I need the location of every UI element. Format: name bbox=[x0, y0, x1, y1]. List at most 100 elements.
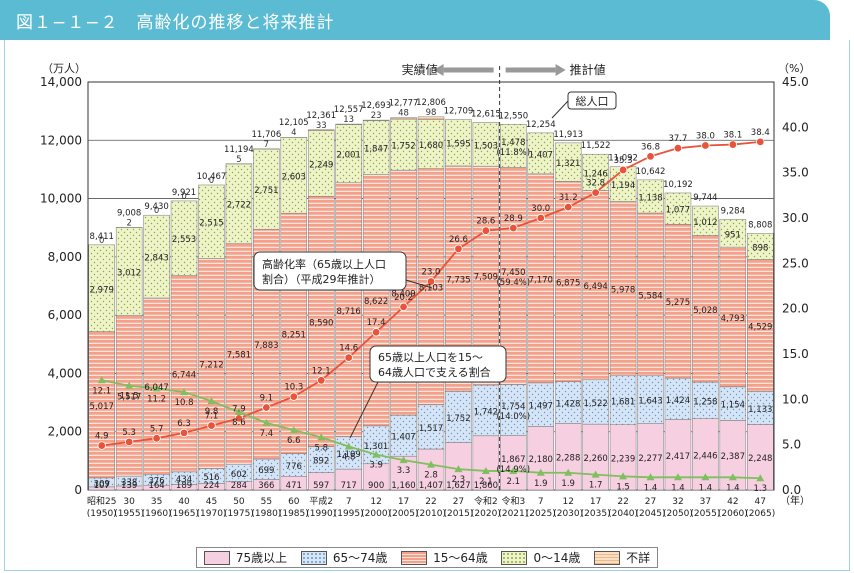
aging-rate-label: 38.0 bbox=[696, 131, 715, 141]
bar-segment-0-14 bbox=[335, 124, 362, 184]
bar-value-label: 376 bbox=[148, 477, 164, 487]
bar-value-label: 1,154 bbox=[721, 401, 745, 411]
legend-label-65-74: 65〜74歳 bbox=[332, 551, 388, 565]
category-year-label: (1990) bbox=[306, 509, 336, 519]
bar-segment-15-64 bbox=[225, 242, 253, 465]
bar-segment-65-74 bbox=[554, 381, 582, 424]
category-label: 50 bbox=[233, 497, 245, 507]
bar-total-label: 12,693 bbox=[361, 101, 391, 111]
aging-rate-callout-box bbox=[253, 251, 407, 291]
bar-value-label: 7,170 bbox=[529, 275, 553, 285]
category-label: 12 bbox=[370, 497, 381, 507]
support-ratio-point bbox=[234, 408, 243, 416]
support-ratio-point bbox=[509, 466, 518, 474]
category-year-label: (2000) bbox=[361, 509, 391, 519]
bar-value-label: 0 bbox=[181, 192, 186, 202]
aging-rate-label: 23.0 bbox=[422, 267, 441, 277]
bar-value-label: 5,584 bbox=[638, 291, 662, 301]
bar-total-label: 12,806 bbox=[416, 98, 446, 108]
aging-rate-point bbox=[646, 152, 655, 161]
bar-value-label: 1,428 bbox=[556, 400, 580, 410]
support-ratio-label: 1.9 bbox=[561, 479, 575, 489]
bar-total-label: 12,557 bbox=[334, 105, 364, 115]
aging-rate-label: 28.9 bbox=[504, 214, 523, 224]
bar-value-label: 8,622 bbox=[364, 297, 388, 307]
support-ratio-label: 12.1 bbox=[92, 386, 111, 396]
bar-value-label: 2,249 bbox=[309, 160, 333, 170]
legend-item-0-14: 0〜14歳 bbox=[501, 549, 580, 566]
bar-value-label: 717 bbox=[341, 481, 357, 491]
category-year-label: (2040) bbox=[608, 509, 638, 519]
bar-value-label: 7,509 bbox=[474, 273, 498, 283]
left-axis-tick: 10,000 bbox=[40, 192, 82, 206]
aging-rate-label: 38.4 bbox=[751, 128, 770, 138]
bar-value-label: 8,590 bbox=[309, 318, 333, 328]
aging-rate-label: 28.6 bbox=[476, 217, 495, 227]
bar-value-label: 1,301 bbox=[364, 442, 388, 452]
legend-label-75plus: 75歳以上 bbox=[235, 551, 288, 565]
left-axis-unit: （万人） bbox=[42, 62, 86, 75]
category-year-label: (2020) bbox=[471, 509, 501, 519]
aging-rate-point bbox=[344, 353, 353, 362]
category-year-label: (1970) bbox=[197, 509, 227, 519]
aging-rate-label: 32.8 bbox=[586, 179, 605, 189]
bar-segment-0-14 bbox=[472, 122, 500, 167]
category-year-label: (2010) bbox=[416, 509, 446, 519]
bar-value-label: 8,251 bbox=[282, 330, 306, 340]
bar-value-label: 516 bbox=[203, 473, 219, 483]
right-axis-tick: 15.0 bbox=[782, 347, 809, 361]
aging-rate-point bbox=[756, 137, 765, 147]
left-axis-tick: 8,000 bbox=[48, 250, 82, 264]
bar-value-label: 1,517 bbox=[419, 424, 443, 434]
category-label: 7 bbox=[538, 497, 544, 507]
bar-value-label: 602 bbox=[231, 470, 247, 480]
category-year-label: (1950) bbox=[87, 509, 117, 519]
category-label: 30 bbox=[123, 497, 135, 507]
bar-total-label: 12,615 bbox=[471, 109, 501, 119]
category-label: 7 bbox=[346, 497, 352, 507]
bar-value-label: (14.9%) bbox=[496, 465, 530, 475]
bar-value-label: 7 bbox=[264, 140, 269, 150]
bar-value-label: 1,077 bbox=[666, 206, 690, 216]
support-ratio-point bbox=[344, 442, 353, 450]
bar-total-label: 9,284 bbox=[721, 206, 745, 216]
bar-segment-75plus bbox=[362, 463, 390, 491]
bar-value-label: 434 bbox=[176, 475, 192, 485]
category-year-label: (2005) bbox=[389, 509, 419, 519]
bar-segment-0-14 bbox=[554, 142, 582, 182]
bar-value-label: 1,867 bbox=[501, 455, 525, 465]
bar-value-label: 1,752 bbox=[391, 142, 415, 152]
bar-value-label: 892 bbox=[313, 457, 329, 467]
category-year-label: (2015) bbox=[443, 509, 473, 519]
aging-rate-point bbox=[399, 302, 408, 312]
bar-segment-15-64 bbox=[88, 331, 115, 479]
aging-rate-label: 17.4 bbox=[367, 318, 386, 328]
bar-value-label: 1,194 bbox=[611, 181, 635, 191]
bar-value-label: 2,722 bbox=[227, 201, 251, 211]
category-year-label: (1965) bbox=[169, 509, 199, 519]
support-ratio-point bbox=[399, 456, 408, 464]
bar-value-label: 1,643 bbox=[638, 397, 662, 407]
category-year-label: (2025) bbox=[526, 509, 556, 519]
support-ratio-label: 6.6 bbox=[287, 436, 301, 446]
bar-segment-15-64 bbox=[115, 315, 143, 477]
support-ratio-label: 1.7 bbox=[589, 481, 603, 491]
category-label: 17 bbox=[590, 497, 601, 507]
bar-value-label: 189 bbox=[176, 481, 192, 491]
category-label: 22 bbox=[617, 497, 628, 507]
category-label: 昭和25 bbox=[87, 496, 116, 507]
bar-value-label: 224 bbox=[203, 481, 219, 491]
bar-value-label: 597 bbox=[313, 481, 329, 491]
figure-frame bbox=[4, 40, 850, 571]
bar-total-label: 9,921 bbox=[172, 188, 196, 198]
category-label: 12 bbox=[562, 497, 573, 507]
aging-rate-point bbox=[426, 277, 436, 286]
aging-rate-label: 10.3 bbox=[284, 383, 303, 393]
support-ratio-label: 2.8 bbox=[424, 471, 438, 481]
support-ratio-point bbox=[372, 450, 381, 458]
bar-value-label: 0 bbox=[154, 206, 159, 216]
bar-total-label: 9,744 bbox=[693, 193, 717, 203]
bar-segment-0-14 bbox=[390, 118, 417, 171]
bar-segment-15-64 bbox=[170, 275, 198, 473]
right-axis-tick: 10.0 bbox=[782, 392, 809, 406]
